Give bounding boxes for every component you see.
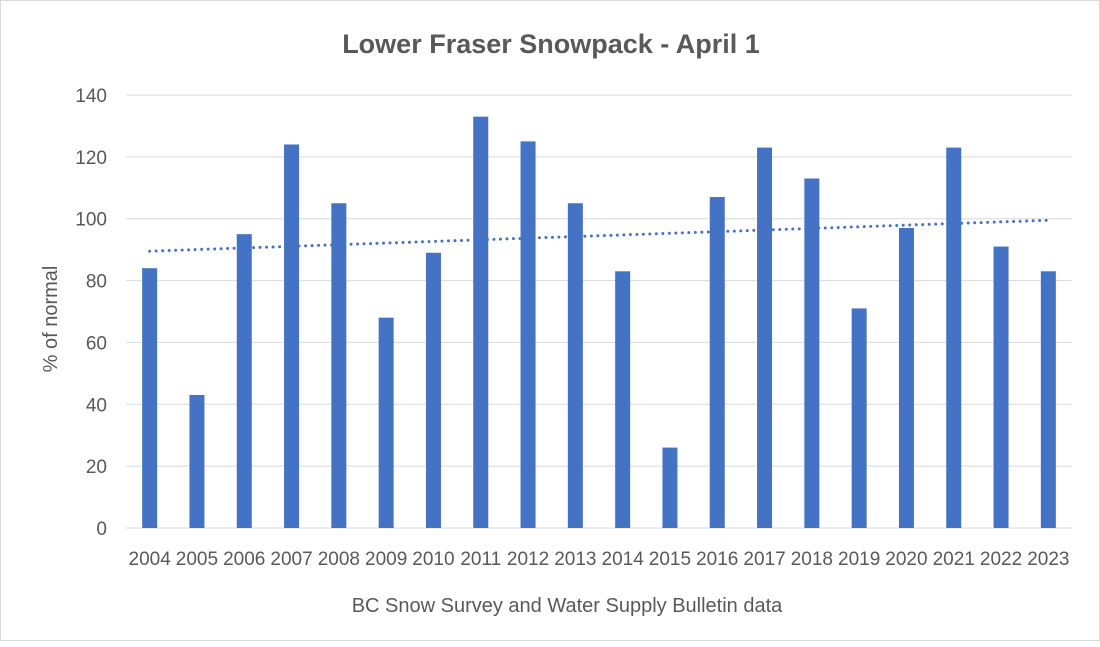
x-tick-label: 2017 [743,549,785,570]
x-tick-label: 2015 [649,549,691,570]
bar-2021 [946,147,962,529]
x-tick-label: 2021 [933,549,975,570]
x-tick-label: 2011 [460,549,501,570]
trendline-line [148,218,1050,253]
y-tick-label: 0 [96,519,107,540]
bar-2018 [804,178,820,528]
y-tick-label: 120 [75,148,107,169]
x-tick-label: 2004 [129,549,172,570]
y-tick-label: 60 [86,333,107,354]
bar-2005 [189,395,205,528]
bar-2022 [993,246,1009,529]
y-tick-label: 80 [86,272,107,293]
x-tick-label: 2007 [270,549,312,570]
x-tick-label: 2006 [223,549,265,570]
x-tick-label: 2010 [412,549,454,570]
x-tick-label: 2020 [885,549,927,570]
bar-2016 [709,197,725,529]
y-tick-label: 100 [75,210,107,231]
y-tick-label: 40 [86,395,107,416]
bar-2013 [567,203,583,528]
bar-2014 [615,271,631,528]
x-tick-label: 2014 [602,549,645,570]
bar-2009 [378,317,394,528]
bar-2023 [1040,271,1056,528]
bar-2007 [284,144,300,528]
gridlines [126,94,1072,529]
bar-2015 [662,447,678,528]
x-tick-label: 2016 [696,549,738,570]
bar-2010 [425,252,441,528]
bar-2011 [473,116,489,529]
chart-title: Lower Fraser Snowpack - April 1 [342,29,760,59]
bar-2017 [757,147,773,529]
x-tick-label: 2013 [554,549,596,570]
bar-2012 [520,141,536,528]
x-tick-label: 2019 [838,549,880,570]
bar-2008 [331,203,347,528]
x-axis-label: BC Snow Survey and Water Supply Bulletin… [352,595,783,617]
trendline [148,218,1050,253]
x-axis-ticks: 2004 2005 2006 2007 2008 2009 2010 2011 2012 2013… [129,549,1070,570]
y-axis-ticks: 0 20 40 60 80 100 120 140 [75,86,107,540]
x-tick-label: 2008 [318,549,360,570]
x-tick-label: 2023 [1027,549,1069,570]
x-tick-label: 2022 [980,549,1022,570]
x-tick-label: 2009 [365,549,407,570]
x-tick-label: 2018 [791,549,833,570]
x-tick-label: 2012 [507,549,549,570]
y-tick-label: 20 [86,457,107,478]
x-tick-label: 2005 [176,549,218,570]
bars [142,116,1056,529]
bar-2019 [851,308,867,528]
bar-2020 [898,227,914,528]
bar-2004 [142,268,158,528]
y-tick-label: 140 [75,86,107,107]
bar-2006 [236,234,252,528]
y-axis-label: % of normal [40,266,62,373]
